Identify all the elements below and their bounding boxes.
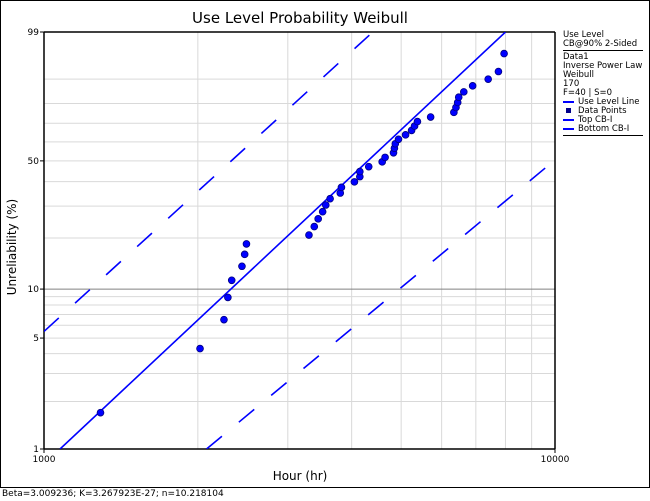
data-point bbox=[468, 82, 477, 90]
data-point bbox=[500, 49, 508, 58]
data-point bbox=[314, 215, 322, 223]
line-swatch-icon bbox=[563, 100, 574, 103]
y-tick-label: 99 bbox=[28, 28, 40, 38]
legend-title: Use Level bbox=[563, 30, 605, 40]
legend-model: Inverse Power Law bbox=[563, 61, 643, 71]
legend-item-bottom-cb: Bottom CB-I bbox=[563, 125, 643, 134]
data-point bbox=[220, 315, 228, 324]
data-point bbox=[454, 93, 463, 102]
data-point bbox=[321, 201, 330, 209]
x-axis-label: Hour (hr) bbox=[272, 469, 328, 483]
data-point bbox=[426, 113, 435, 121]
data-point bbox=[459, 88, 468, 96]
use-level-line-line bbox=[59, 32, 507, 449]
data-point bbox=[350, 178, 359, 186]
data-point bbox=[413, 117, 422, 126]
data-point bbox=[394, 135, 403, 144]
data-point bbox=[96, 408, 105, 417]
data-point bbox=[484, 75, 492, 83]
legend-item-use-level-line: Use Level Line bbox=[563, 98, 643, 107]
top-cb-i-line bbox=[44, 32, 374, 332]
legend-divider bbox=[563, 50, 643, 51]
data-point bbox=[494, 67, 503, 76]
data-point bbox=[318, 207, 327, 216]
plot-series bbox=[44, 32, 555, 449]
legend: Use Level CB@90% 2-Sided Data1 Inverse P… bbox=[563, 31, 643, 138]
y-axis-label: Unreliability (%) bbox=[5, 198, 19, 296]
legend-counts: F=40 | S=0 bbox=[563, 88, 613, 98]
y-tick-label: 50 bbox=[28, 157, 40, 167]
data-point bbox=[401, 131, 410, 139]
chart-title: Use Level Probability Weibull bbox=[192, 9, 408, 27]
square-marker-icon bbox=[566, 108, 571, 113]
legend-divider bbox=[563, 135, 643, 136]
data-point bbox=[196, 344, 204, 353]
legend-cb: CB@90% 2-Sided bbox=[563, 39, 638, 49]
data-point bbox=[224, 293, 232, 302]
data-point bbox=[381, 153, 389, 162]
data-point bbox=[326, 194, 334, 203]
y-tick-label: 1 bbox=[33, 445, 39, 455]
y-tick-label: 5 bbox=[33, 334, 39, 344]
status-bar: Beta=3.009236; K=3.267923E-27; n=10.2181… bbox=[0, 487, 650, 501]
legend-item-data-points: Data Points bbox=[563, 107, 643, 116]
data-point bbox=[227, 276, 236, 285]
x-tick-label: 10000 bbox=[541, 455, 570, 465]
legend-stress: 170 bbox=[563, 79, 580, 89]
data-point bbox=[337, 183, 346, 192]
bottom-cb-i-line bbox=[206, 159, 555, 449]
data-point bbox=[240, 250, 249, 259]
line-swatch-icon bbox=[563, 118, 574, 121]
legend-dataset: Data1 bbox=[563, 52, 589, 62]
line-swatch-icon bbox=[563, 127, 574, 130]
y-tick-label: 10 bbox=[28, 285, 40, 295]
data-point bbox=[242, 240, 251, 248]
legend-item-top-cb: Top CB-I bbox=[563, 116, 643, 125]
data-point bbox=[238, 262, 246, 271]
legend-distribution: Weibull bbox=[563, 70, 595, 80]
data-point bbox=[310, 222, 319, 231]
data-point bbox=[364, 162, 373, 171]
data-point bbox=[356, 167, 364, 176]
data-point bbox=[305, 231, 313, 239]
x-tick-label: 1000 bbox=[33, 455, 56, 465]
